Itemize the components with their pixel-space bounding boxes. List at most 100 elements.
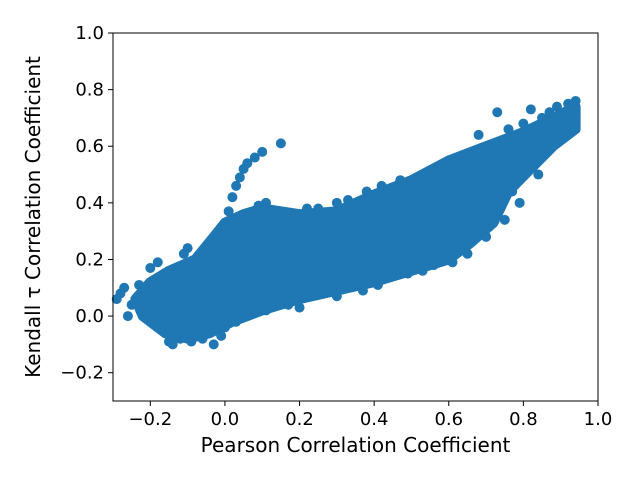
data-point [354,217,365,228]
data-point [152,257,163,268]
data-point [492,107,503,118]
data-point [458,197,469,208]
data-point [290,209,301,220]
data-point [316,288,327,299]
data-point [272,291,283,302]
data-point [440,243,451,254]
data-point [313,203,324,214]
data-point [365,254,376,265]
data-point [417,265,428,276]
data-point [212,234,223,245]
data-point [570,110,581,121]
data-point [428,260,439,271]
data-point [294,302,305,313]
data-point [182,243,193,254]
data-point [182,282,193,293]
x-tick-label: 0.2 [285,409,314,430]
data-point [223,206,234,217]
data-point [570,95,581,106]
data-point [197,277,208,288]
data-point [421,175,432,186]
data-point [257,146,268,157]
y-tick-label: 1.0 [75,23,104,44]
data-point [238,285,249,296]
data-point [533,169,544,180]
data-point [246,305,257,316]
data-point [514,197,525,208]
data-point [234,251,245,262]
data-point [473,129,484,140]
data-point [425,231,436,242]
data-point [391,260,402,271]
data-point [413,217,424,228]
data-point [197,333,208,344]
data-point [137,305,148,316]
data-point [443,217,454,228]
data-point [249,152,260,163]
data-point [260,305,271,316]
data-point [410,248,421,259]
data-point [529,141,540,152]
data-point [343,195,354,206]
data-point [205,245,215,256]
data-point [134,279,145,290]
data-point [488,203,499,214]
data-point [346,271,357,282]
data-point [380,234,391,245]
data-point [302,203,312,214]
data-point [399,226,409,237]
data-point [227,296,238,307]
data-point [190,271,201,282]
data-point [234,172,245,183]
data-point [141,296,152,307]
data-point [559,124,570,135]
data-point [540,135,551,146]
data-point [231,180,242,191]
x-tick-label: 0.6 [434,409,463,430]
data-point [406,186,417,197]
data-point [190,316,201,327]
data-point [231,316,242,327]
data-point [257,243,268,254]
data-point [510,146,521,157]
data-point [372,279,383,290]
data-point [451,169,462,180]
data-point [175,305,186,316]
data-point [477,183,488,194]
data-point [462,248,473,259]
data-point [279,212,290,222]
x-tick-label: 0.0 [211,409,240,430]
data-point [216,305,227,316]
data-point [167,339,178,350]
data-point [555,112,566,123]
data-point [149,316,160,327]
data-point [193,296,204,307]
data-point [447,257,458,268]
data-point [287,271,298,282]
data-point [193,254,204,265]
data-point [324,265,335,276]
data-point [551,101,562,112]
data-points [111,95,581,350]
data-point [119,282,130,293]
data-point [376,180,387,191]
data-point [242,226,253,237]
y-tick-label: 0.6 [75,136,104,157]
data-point [484,141,495,152]
data-point [432,197,443,208]
data-point [525,104,536,115]
data-point [544,107,555,118]
data-point [537,112,548,123]
data-point [201,262,212,273]
y-axis-label: Kendall τ Correlation Coefficient [21,56,45,378]
data-point [384,271,395,282]
data-point [518,118,529,129]
data-point [361,186,372,197]
x-axis-label: Pearson Correlation Coefficient [201,433,511,457]
data-point [503,124,514,135]
x-tick-label: 0.8 [509,409,538,430]
data-point [454,234,465,245]
data-point [130,296,141,307]
data-point [268,217,279,228]
